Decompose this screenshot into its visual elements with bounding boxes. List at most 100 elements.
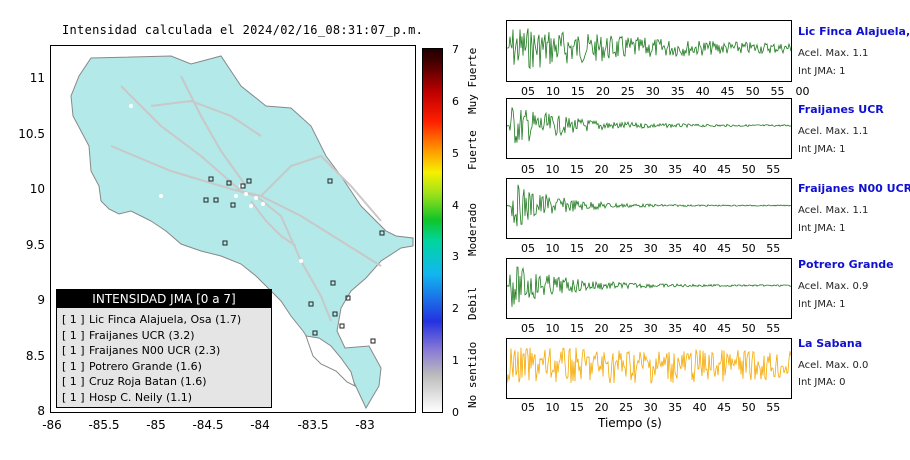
waveform-time-tick: 20 (594, 163, 609, 176)
station-marker (330, 280, 336, 286)
waveform-time-tick: 10 (545, 401, 560, 414)
colorbar-tick: 5 (452, 147, 459, 160)
colorbar-category: Fuerte (466, 130, 479, 170)
waveform-panel[interactable] (506, 20, 792, 82)
legend-item: [ 1 ] Fraijanes UCR (3.2) (62, 328, 195, 342)
map-y-tick: 10 (29, 182, 45, 196)
map-y-tick: 9 (37, 293, 45, 307)
waveform-panel[interactable] (506, 178, 792, 239)
waveform-time-tick: 40 (692, 163, 707, 176)
legend-item: [ 1 ] Fraijanes N00 UCR (2.3) (62, 344, 221, 357)
waveform-time-tick: 05 (521, 163, 535, 176)
waveform-time-tick: 25 (620, 85, 635, 98)
station-marker (208, 176, 214, 182)
waveform-time-tick: 10 (545, 163, 560, 176)
station-marker (370, 338, 376, 344)
waveform-time-tick: 45 (717, 242, 732, 255)
waveform-time-tick: 35 (668, 322, 683, 335)
station-marker (222, 240, 228, 246)
colorbar-tick: 3 (452, 250, 459, 263)
waveform-time-tick: 45 (717, 163, 732, 176)
map-x-tick: -84.5 (192, 418, 224, 432)
station-marker (339, 323, 345, 329)
waveform-panel[interactable] (506, 98, 792, 159)
station-accel: Acel. Max. 1.1 (798, 48, 869, 59)
waveform-time-tick: 55 (770, 85, 785, 98)
legend-item: [ 1 ] Cruz Roja Batan (1.6) (62, 375, 207, 388)
waveform-time-tick: 35 (668, 242, 683, 255)
waveform-time-tick: 20 (594, 322, 609, 335)
waveform-time-tick: 25 (619, 163, 634, 176)
waveform-time-tick: 35 (668, 401, 683, 414)
legend-item: [ 1 ] Hosp C. Neily (1.1) (62, 390, 193, 404)
waveform-time-tick: 30 (643, 242, 658, 255)
waveform-time-tick: 40 (692, 322, 707, 335)
map-x-tick: -83.5 (297, 418, 329, 432)
station-intensity: Int JMA: 1 (798, 66, 846, 77)
station-marker (312, 330, 318, 336)
waveform-time-tick: 45 (717, 401, 732, 414)
waveform-panel[interactable] (506, 338, 792, 399)
colorbar-category: Debil (466, 286, 479, 320)
waveform-time-tick: 30 (643, 163, 658, 176)
waveform-time-tick: 40 (692, 242, 707, 255)
waveform-time-tick: 35 (670, 85, 685, 98)
map-title: Intensidad calculada el 2024/02/16_08:31… (62, 23, 424, 37)
station-marker (327, 178, 333, 184)
waveform-time-tick: 25 (619, 322, 634, 335)
time-axis-label: Tiempo (s) (598, 416, 662, 430)
waveform-time-tick: 50 (741, 163, 756, 176)
station-intensity: Int JMA: 1 (798, 144, 846, 155)
colorbar-tick: 1 (452, 354, 459, 367)
map-x-tick: -83 (355, 418, 375, 432)
station-name: Fraijanes UCR (798, 103, 884, 116)
station-name: La Sabana (798, 337, 863, 350)
waveform-time-tick: 20 (594, 401, 609, 414)
station-intensity: Int JMA: 1 (798, 299, 846, 310)
waveform-time-tick: 20 (595, 85, 610, 98)
station-marker (332, 311, 338, 317)
waveform-time-tick: 15 (570, 85, 585, 98)
station-intensity: Int JMA: 0 (798, 377, 846, 388)
map-x-tick: -84 (250, 418, 270, 432)
waveform-time-tick: 30 (643, 322, 658, 335)
waveform-time-tick: 55 (766, 401, 781, 414)
waveform-time-tick: 40 (692, 401, 707, 414)
waveform-time-tick: 55 (766, 163, 781, 176)
waveform-time-tick: 05 (521, 401, 535, 414)
waveform-time-tick: 50 (741, 242, 756, 255)
waveform-time-tick: 45 (717, 322, 732, 335)
waveform-time-tick: 15 (570, 163, 585, 176)
station-name: Fraijanes N00 UCR (798, 182, 910, 195)
waveform-trace (507, 266, 791, 307)
waveform-time-tick: 10 (545, 85, 560, 98)
station-name: Lic Finca Alajuela, Osa (798, 25, 910, 38)
waveform-time-tick: 40 (695, 85, 710, 98)
waveform-time-tick: 15 (570, 322, 585, 335)
waveform-time-tick: 15 (570, 242, 585, 255)
map-y-tick: 8 (37, 404, 45, 418)
waveform-time-tick: 10 (545, 242, 560, 255)
waveform-time-tick: 25 (619, 242, 634, 255)
legend-item: [ 1 ] Lic Finca Alajuela, Osa (1.7) (62, 313, 242, 326)
colorbar-category: Moderado (466, 203, 479, 257)
waveform-time-tick: 50 (745, 85, 760, 98)
colorbar-tick: 2 (452, 302, 459, 315)
legend-item: [ 1 ] Potrero Grande (1.6) (62, 359, 202, 373)
map-y-tick: 8.5 (25, 349, 45, 363)
waveform-time-tick: 55 (766, 322, 781, 335)
waveform-time-tick: 45 (720, 85, 735, 98)
waveform-time-tick: 30 (643, 401, 658, 414)
waveform-time-tick: 05 (521, 322, 535, 335)
station-accel: Acel. Max. 0.9 (798, 281, 869, 292)
waveform-trace (507, 347, 791, 384)
intensity-colorbar (422, 48, 443, 413)
waveform-panel[interactable] (506, 258, 792, 319)
waveform-trace (507, 107, 791, 144)
colorbar-tick: 6 (452, 95, 459, 108)
station-accel: Acel. Max. 0.0 (798, 360, 869, 371)
map-x-tick: -85.5 (88, 418, 120, 432)
waveform-time-tick: 30 (645, 85, 660, 98)
map-x-tick: -86 (42, 418, 62, 432)
station-marker (230, 202, 236, 208)
